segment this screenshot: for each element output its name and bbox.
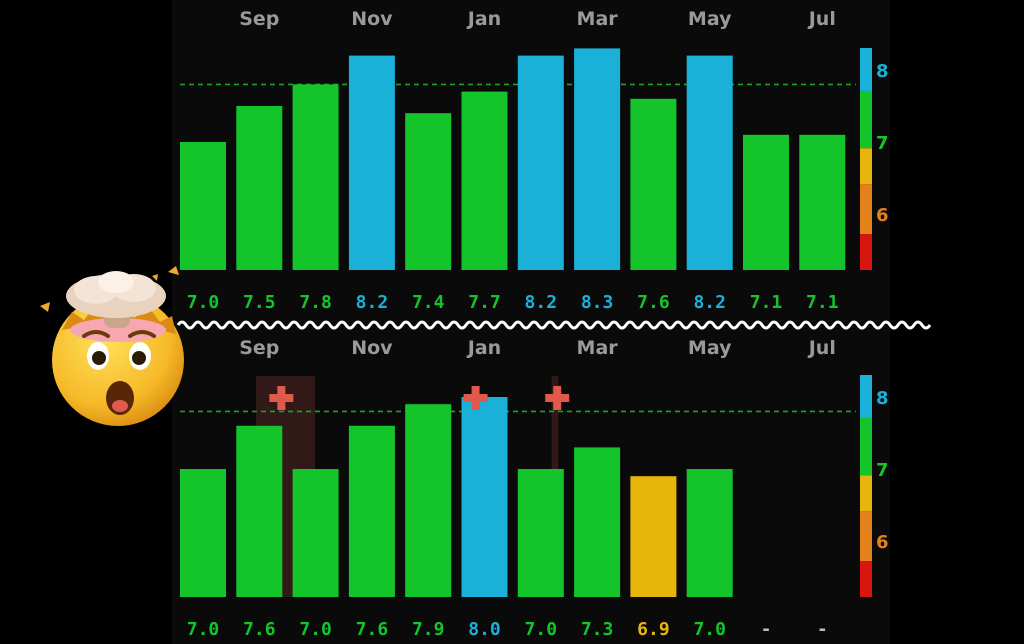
bar-dec [405,404,452,597]
bar-may [686,469,733,597]
emoji-pupil-left [92,351,106,365]
scale-label-7: 7 [876,133,889,154]
value-label-feb: 7.0 [525,619,558,640]
value-label-oct: 7.8 [299,292,332,313]
chart-1: Sep Nov Jan Mar May Jul 7.0 7.5 7.8 8.2 7.4 7.7 8.2 8… [180,8,889,313]
bar-jan [461,91,508,270]
emoji-brow-right [128,330,156,338]
chart-2: Sep Nov Jan Mar May Jul 7.0 7.6 7.0 7.6 7.9 8.0 7.0 7… [180,337,889,640]
bar-nov [348,425,395,597]
value-label-apr: 7.6 [637,292,670,313]
bar-sep [236,106,283,270]
value-label-oct: 7.0 [299,619,332,640]
value-label-dec: 7.9 [412,619,445,640]
scale-segment-orange [860,511,872,562]
scale-label-8: 8 [876,388,889,409]
bar-feb [517,469,564,597]
emoji-brow-left [82,330,110,338]
scale-label-6: 6 [876,205,889,226]
value-label-jul: - [817,619,828,640]
bar-may [686,55,733,270]
month-label-may: May [688,337,732,359]
scale-segment-green [860,417,872,476]
bar-apr [630,476,677,597]
value-label-jan: 8.0 [468,619,501,640]
value-label-sep: 7.6 [243,619,276,640]
month-label-may: May [688,8,732,30]
bar-aug [180,469,226,597]
value-label-jun: 7.1 [750,292,783,313]
wavy-divider [176,320,932,330]
bar-jan [461,397,508,597]
value-label-aug: 7.0 [187,619,220,640]
value-label-jun: - [761,619,772,640]
emoji-pupil-right [132,351,146,365]
value-label-aug: 7.0 [187,292,220,313]
scale-label-8: 8 [876,61,889,82]
month-label-sep: Sep [239,8,279,30]
bar-aug [180,142,226,270]
bar-mar [574,447,621,597]
scale-segment-orange [860,184,872,235]
bar-oct [292,469,339,597]
bar-dec [405,113,452,270]
mind-blown-emoji-icon [40,266,184,426]
value-label-may: 8.2 [693,292,726,313]
scale-segment-red [860,561,872,597]
plus-marker-v-1 [277,386,286,410]
value-label-feb: 8.2 [525,292,558,313]
bar-sep [236,425,283,597]
emoji-cloud-puff-3 [98,271,134,293]
value-label-mar: 7.3 [581,619,614,640]
bar-jun [743,134,789,270]
scale-segment-yellow [860,148,872,185]
scale-segment-green [860,90,872,149]
bar-mar [574,48,621,271]
bar-jul [799,134,846,270]
month-label-mar: Mar [577,337,619,359]
scale-label-7: 7 [876,460,889,481]
value-label-apr: 6.9 [637,619,670,640]
bar-apr [630,98,677,270]
value-label-may: 7.0 [693,619,726,640]
month-label-jul: Jul [807,8,836,30]
emoji-tongue [112,400,128,412]
scale-label-6: 6 [876,532,889,553]
plus-marker-v-2 [471,386,480,410]
month-label-nov: Nov [351,8,393,30]
scale-segment-yellow [860,475,872,512]
value-label-mar: 8.3 [581,292,614,313]
value-label-jan: 7.7 [468,292,501,313]
bar-nov [348,55,395,270]
month-label-jan: Jan [466,8,501,30]
scale-segment-red [860,234,872,270]
emoji-brain [70,318,166,342]
scale-segment-blue [860,375,872,418]
month-label-mar: Mar [577,8,619,30]
month-label-jan: Jan [466,337,501,359]
month-label-nov: Nov [351,337,393,359]
value-label-sep: 7.5 [243,292,276,313]
scale-segment-blue [860,48,872,91]
plus-marker-v-3 [553,386,562,410]
value-label-jul: 7.1 [806,292,839,313]
emoji-debris-1 [40,302,50,312]
value-label-nov: 8.2 [356,292,389,313]
value-label-dec: 7.4 [412,292,445,313]
bar-feb [517,55,564,270]
emoji-debris-3 [152,274,158,281]
month-label-jul: Jul [807,337,836,359]
bar-oct [292,84,339,271]
emoji-debris-2 [168,266,179,275]
value-label-nov: 7.6 [356,619,389,640]
month-label-sep: Sep [239,337,279,359]
